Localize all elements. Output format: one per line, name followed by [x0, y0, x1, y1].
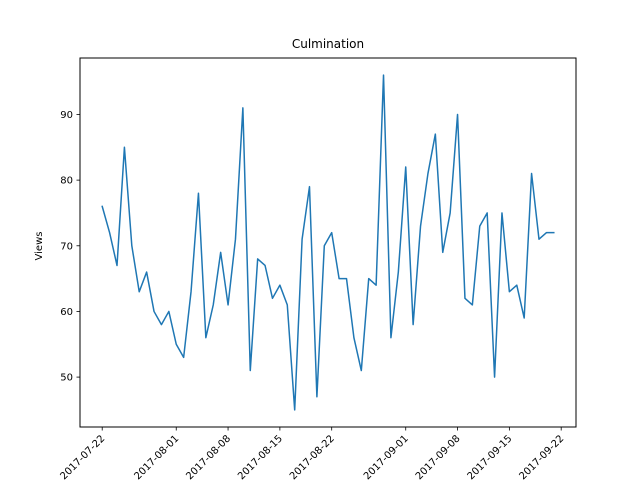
x-tick-label: 2017-08-15: [236, 433, 285, 480]
y-tick-label: 60: [60, 307, 73, 318]
x-tick-label: 2017-07-22: [58, 433, 107, 480]
series-layer: [101, 74, 555, 411]
x-tick-label: 2017-09-22: [517, 433, 566, 480]
chart-title: Culmination: [292, 37, 364, 51]
plot-frame: [79, 57, 577, 428]
x-tick-label: 2017-08-22: [288, 433, 337, 480]
x-tick-label: 2017-08-08: [184, 433, 233, 480]
x-tick-label: 2017-09-08: [414, 433, 463, 480]
x-axis: 2017-07-22 2017-08-01 2017-08-08 2017-08-15…: [58, 427, 566, 480]
y-tick-label: 70: [60, 241, 73, 252]
x-tick-label: 2017-09-15: [466, 433, 515, 480]
y-tick-label: 90: [60, 110, 73, 121]
y-tick-label: 80: [60, 176, 73, 187]
y-tick-label: 50: [60, 373, 73, 384]
y-axis: 50 60 70 80 90: [60, 110, 80, 384]
x-tick-label: 2017-08-01: [132, 433, 181, 480]
x-tick-label: 2017-09-01: [362, 433, 411, 480]
y-axis-label: Views: [34, 232, 45, 261]
series-line: [101, 74, 555, 411]
